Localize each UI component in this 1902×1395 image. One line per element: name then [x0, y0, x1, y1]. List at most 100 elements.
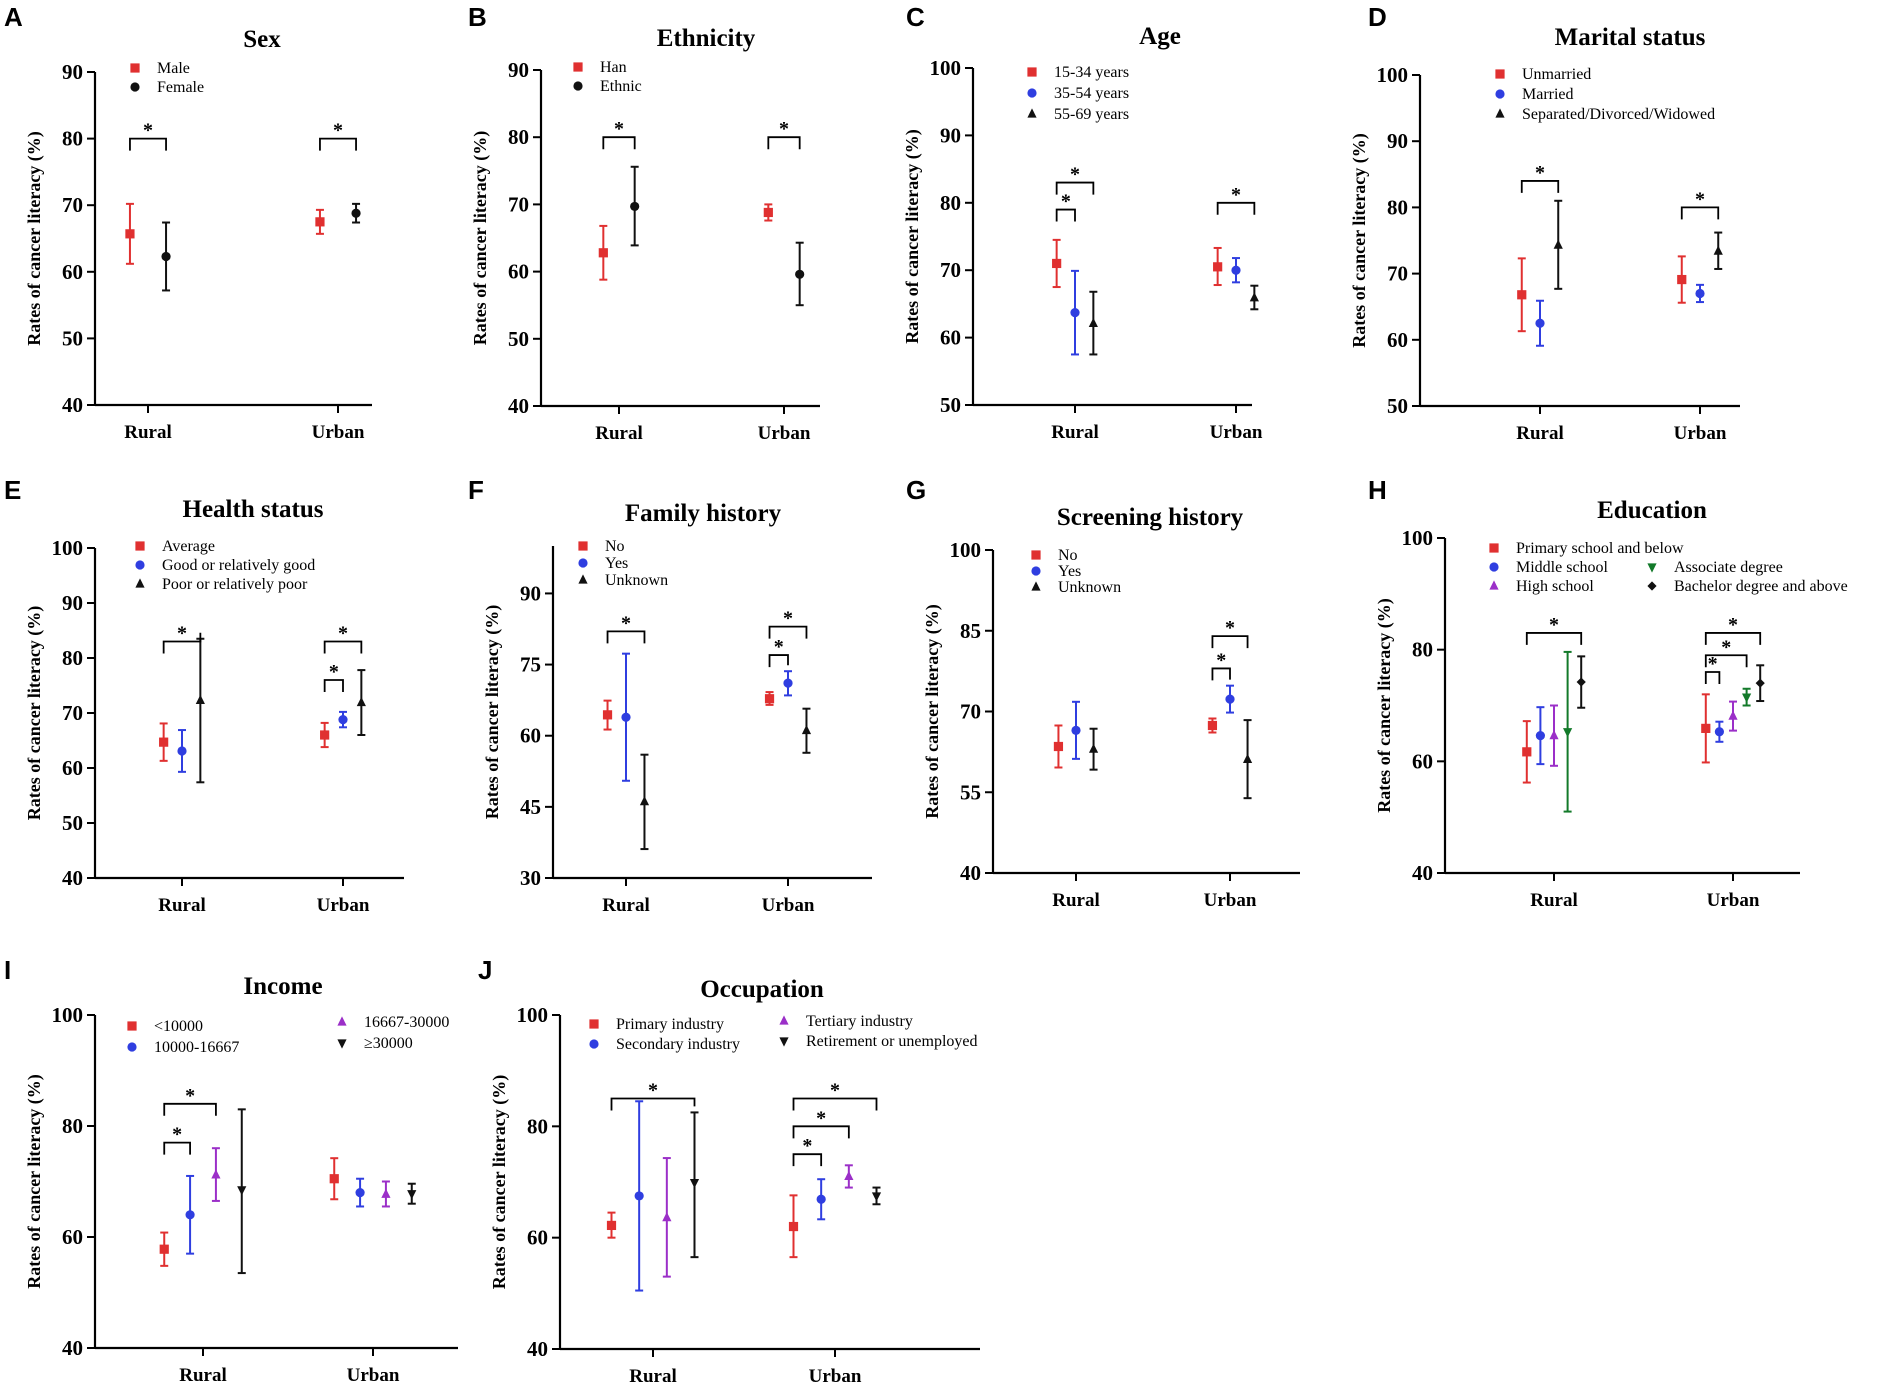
y-tick-label: 100 — [517, 1003, 549, 1027]
y-tick-label: 100 — [52, 536, 84, 560]
legend-marker — [779, 1015, 789, 1025]
significance-star: * — [1721, 636, 1731, 658]
legend-marker — [1495, 108, 1505, 118]
y-tick-label: 70 — [508, 192, 529, 216]
significance-star: * — [329, 661, 339, 683]
significance-star: * — [172, 1124, 182, 1146]
significance-bracket — [768, 654, 789, 668]
legend-marker — [1027, 67, 1037, 77]
y-axis-label: Rates of cancer literacy (%) — [922, 604, 943, 819]
y-tick-label: 70 — [960, 700, 981, 724]
significance-bracket — [606, 630, 646, 644]
x-category-label: Urban — [1210, 422, 1263, 443]
data-point — [1535, 731, 1545, 741]
legend-label: Female — [157, 79, 204, 96]
data-point — [801, 724, 812, 735]
y-tick-label: 80 — [940, 191, 961, 215]
legend: 15-34 years 35-54 years 55-69 years — [1027, 64, 1129, 123]
y-tick-label: 100 — [930, 56, 962, 80]
x-category-label: Urban — [312, 422, 365, 443]
legend-label: Good or relatively good — [162, 557, 315, 574]
y-tick-label: 100 — [1402, 526, 1434, 550]
y-tick-label: 50 — [62, 326, 83, 350]
legend-label: Ethnic — [600, 78, 642, 95]
y-axis-label: Rates of cancer literacy (%) — [24, 606, 45, 821]
panel-label: D — [1368, 2, 1387, 32]
data-point — [1677, 274, 1687, 285]
data-point — [355, 1188, 365, 1198]
data-point — [598, 248, 608, 258]
legend-marker — [589, 1039, 599, 1049]
panel-title: Marital status — [1555, 24, 1706, 51]
legend-marker — [337, 1016, 347, 1026]
legend-label: 15-34 years — [1054, 64, 1129, 81]
significance-bracket — [1704, 654, 1748, 668]
data-point — [211, 1169, 221, 1179]
legend-label: 16667-30000 — [364, 1014, 449, 1031]
legend-marker — [130, 63, 140, 73]
data-point — [1695, 288, 1705, 299]
significance-star: * — [1535, 162, 1545, 184]
legend-marker — [1027, 108, 1037, 118]
y-tick-label: 90 — [62, 591, 83, 615]
data-point — [185, 1210, 195, 1220]
data-point — [1728, 710, 1738, 720]
legend-label: ≥30000 — [364, 1035, 413, 1052]
data-point — [795, 269, 805, 279]
significance-bracket — [768, 625, 808, 639]
data-point — [1242, 753, 1253, 764]
legend-marker — [1495, 89, 1505, 99]
y-tick-label: 40 — [62, 1336, 83, 1360]
data-point — [1053, 741, 1064, 752]
legend-label: Bachelor degree and above — [1674, 578, 1848, 595]
y-axis-label: Rates of cancer literacy (%) — [489, 1075, 510, 1290]
y-tick-label: 90 — [62, 60, 83, 84]
y-axis-label: Rates of cancer literacy (%) — [24, 1074, 45, 1289]
data-point — [1563, 728, 1573, 738]
y-tick-label: 70 — [940, 258, 961, 282]
legend-marker — [127, 1021, 137, 1031]
y-axis-label: Rates of cancer literacy (%) — [470, 131, 491, 346]
significance-star: * — [802, 1135, 812, 1157]
panel-title: Age — [1139, 23, 1181, 50]
panel-label: E — [4, 475, 21, 505]
significance-bracket — [323, 640, 363, 654]
panel-label: I — [4, 955, 11, 985]
panel-h: H Education 40 60 80 100 Rates of cancer liter… — [1368, 475, 1848, 911]
data-point — [407, 1190, 417, 1200]
legend-label: Separated/Divorced/Widowed — [1522, 106, 1715, 123]
significance-star: * — [185, 1085, 195, 1107]
x-category-label: Rural — [629, 1366, 677, 1387]
data-point — [1052, 258, 1062, 269]
legend: Average Good or relatively good Poor or re… — [135, 538, 315, 593]
panel-label: G — [906, 475, 926, 505]
significance-star: * — [614, 118, 624, 140]
legend-label: Retirement or unemployed — [806, 1033, 978, 1050]
legend-marker — [578, 541, 588, 551]
y-tick-label: 100 — [52, 1003, 84, 1027]
y-axis-label: Rates of cancer literacy (%) — [1349, 133, 1370, 348]
y-tick-label: 80 — [62, 646, 83, 670]
legend-marker — [1489, 562, 1499, 572]
legend-marker — [1031, 581, 1041, 591]
data-point — [1213, 262, 1223, 272]
legend-label: 55-69 years — [1054, 106, 1129, 123]
significance-bracket — [1055, 208, 1076, 222]
y-tick-label: 40 — [1412, 861, 1433, 885]
x-category-label: Rural — [158, 895, 206, 916]
data-point — [639, 796, 650, 806]
x-category-label: Rural — [602, 895, 650, 916]
significance-bracket — [1211, 667, 1231, 681]
significance-bracket — [323, 679, 344, 692]
legend-marker — [578, 558, 588, 568]
y-tick-label: 80 — [1412, 638, 1433, 662]
x-category-label: Rural — [179, 1365, 227, 1386]
x-category-label: Urban — [317, 895, 370, 916]
x-category-label: Rural — [1051, 422, 1099, 443]
legend-marker — [589, 1019, 599, 1029]
legend-label: Yes — [1058, 563, 1081, 580]
y-tick-label: 50 — [940, 393, 961, 417]
data-point — [125, 229, 135, 239]
significance-bracket — [792, 1125, 850, 1139]
